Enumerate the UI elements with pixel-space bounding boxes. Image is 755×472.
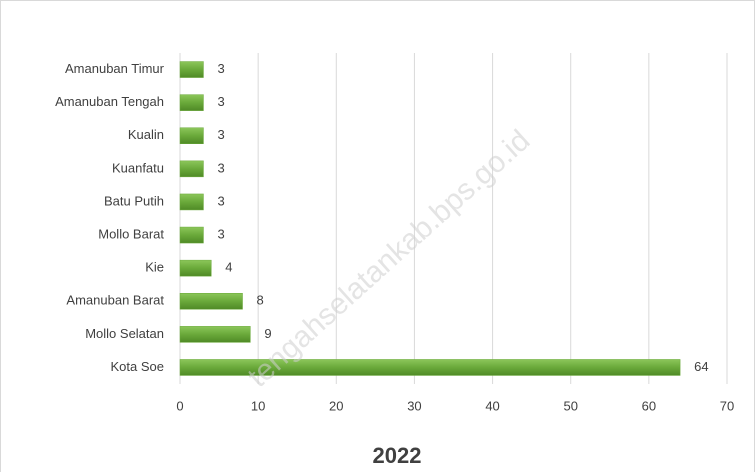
data-label: 8 [257,293,264,308]
bar [179,193,204,211]
y-tick-label: Batu Putih [104,193,164,208]
data-label: 3 [217,193,224,208]
x-tick-label: 30 [407,398,421,413]
bar [179,226,204,244]
plot-area: 0 10 20 30 40 50 60 70 Amanuban Timur 3 Amanuban T… [55,53,734,413]
bar [179,61,204,78]
data-label: 4 [225,260,232,275]
data-label: 3 [217,127,224,142]
chart-title: 2022 [373,443,422,468]
data-label: 64 [694,359,708,374]
bar [179,160,204,178]
bar [179,359,681,376]
y-tick-label: Mollo Barat [98,226,164,241]
y-tick-label: Kota Soe [111,359,165,374]
x-tick-label: 20 [329,398,343,413]
data-label: 3 [217,226,224,241]
bar [179,326,251,343]
bar [179,94,204,111]
y-tick-label: Kualin [128,127,164,142]
x-tick-label: 50 [563,398,577,413]
y-tick-label: Amanuban Barat [66,293,164,308]
data-label: 3 [217,61,224,76]
x-tick-label: 40 [485,398,499,413]
y-tick-label: Amanuban Tengah [55,94,164,109]
data-label: 3 [217,160,224,175]
x-tick-label: 10 [251,398,265,413]
y-tick-label: Amanuban Timur [65,61,165,76]
data-label: 9 [264,326,271,341]
y-tick-label: Kie [145,260,164,275]
bar [179,127,204,144]
bar [179,259,212,277]
y-tick-label: Mollo Selatan [85,326,164,341]
data-label: 3 [217,94,224,109]
x-tick-label: 60 [642,398,656,413]
bar [179,293,243,310]
y-tick-label: Kuanfatu [112,160,164,175]
x-tick-label: 70 [720,398,734,413]
x-tick-label: 0 [176,398,183,413]
